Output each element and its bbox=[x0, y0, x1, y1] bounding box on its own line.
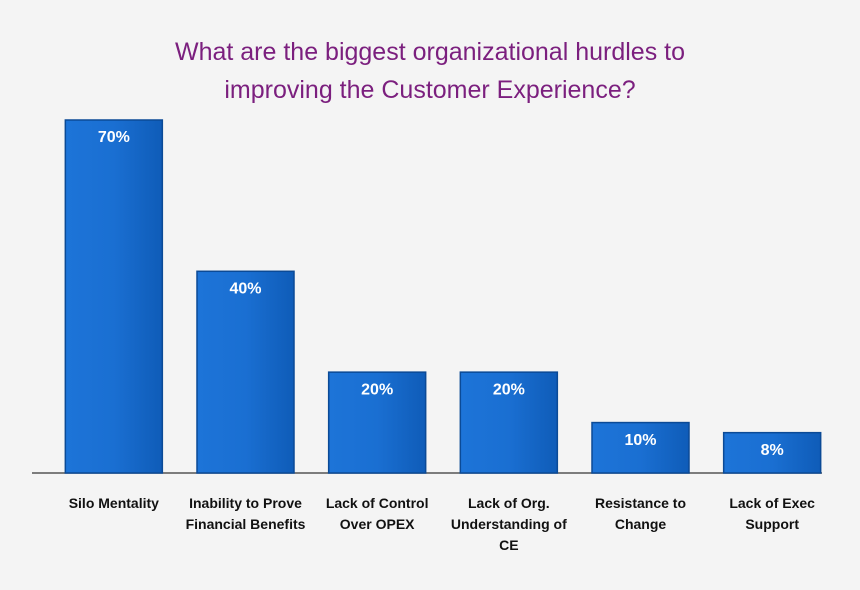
value-label: 70% bbox=[98, 129, 130, 146]
x-tick-label: Lack of Control Over OPEX bbox=[325, 495, 429, 532]
value-label: 20% bbox=[361, 381, 393, 398]
x-tick-label: Lack of Org. Understanding of CE bbox=[450, 495, 567, 553]
x-tick-label: Resistance to Change bbox=[594, 495, 687, 532]
value-label: 40% bbox=[229, 281, 261, 298]
value-label: 20% bbox=[493, 381, 525, 398]
value-label: 8% bbox=[761, 442, 784, 459]
x-tick-label: Silo Mentality bbox=[68, 495, 159, 511]
x-tick-label: Lack of Exec Support bbox=[729, 495, 815, 532]
bar bbox=[64, 119, 164, 474]
bar bbox=[327, 371, 427, 474]
bar bbox=[459, 371, 559, 474]
chart-title: What are the biggest organizational hurd… bbox=[174, 38, 686, 104]
bar bbox=[196, 270, 295, 474]
value-label: 10% bbox=[624, 432, 656, 449]
bar bbox=[591, 421, 690, 474]
x-tick-label: Inability to Prove Financial Benefits bbox=[185, 495, 306, 532]
bar bbox=[722, 431, 822, 474]
